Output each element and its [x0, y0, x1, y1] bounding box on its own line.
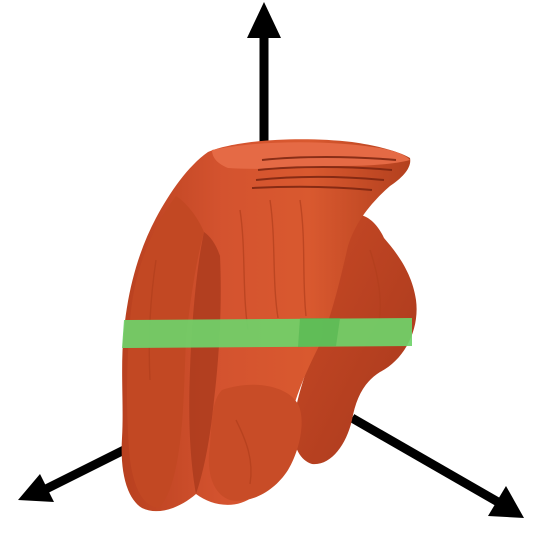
- organ-left-fold: [127, 196, 204, 508]
- organ-top-ridge: [212, 142, 410, 169]
- slice-plane-band: [122, 318, 412, 348]
- organ-lower-bulge: [208, 384, 302, 501]
- vertical-axis-arrow: [247, 2, 281, 150]
- right-axis-arrow: [349, 414, 524, 518]
- axis-arrows: [18, 2, 524, 518]
- organ-crease-shadow: [189, 232, 221, 494]
- left-axis-arrow: [18, 445, 127, 502]
- organ-ridge-lines: [251, 156, 397, 191]
